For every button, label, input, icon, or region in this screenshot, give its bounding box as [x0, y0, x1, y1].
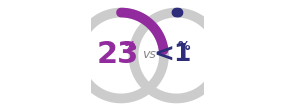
- Text: <1: <1: [154, 42, 192, 66]
- Text: %: %: [123, 39, 136, 52]
- Text: %: %: [178, 39, 190, 52]
- Text: 23: 23: [97, 39, 139, 68]
- Text: vs: vs: [142, 47, 156, 60]
